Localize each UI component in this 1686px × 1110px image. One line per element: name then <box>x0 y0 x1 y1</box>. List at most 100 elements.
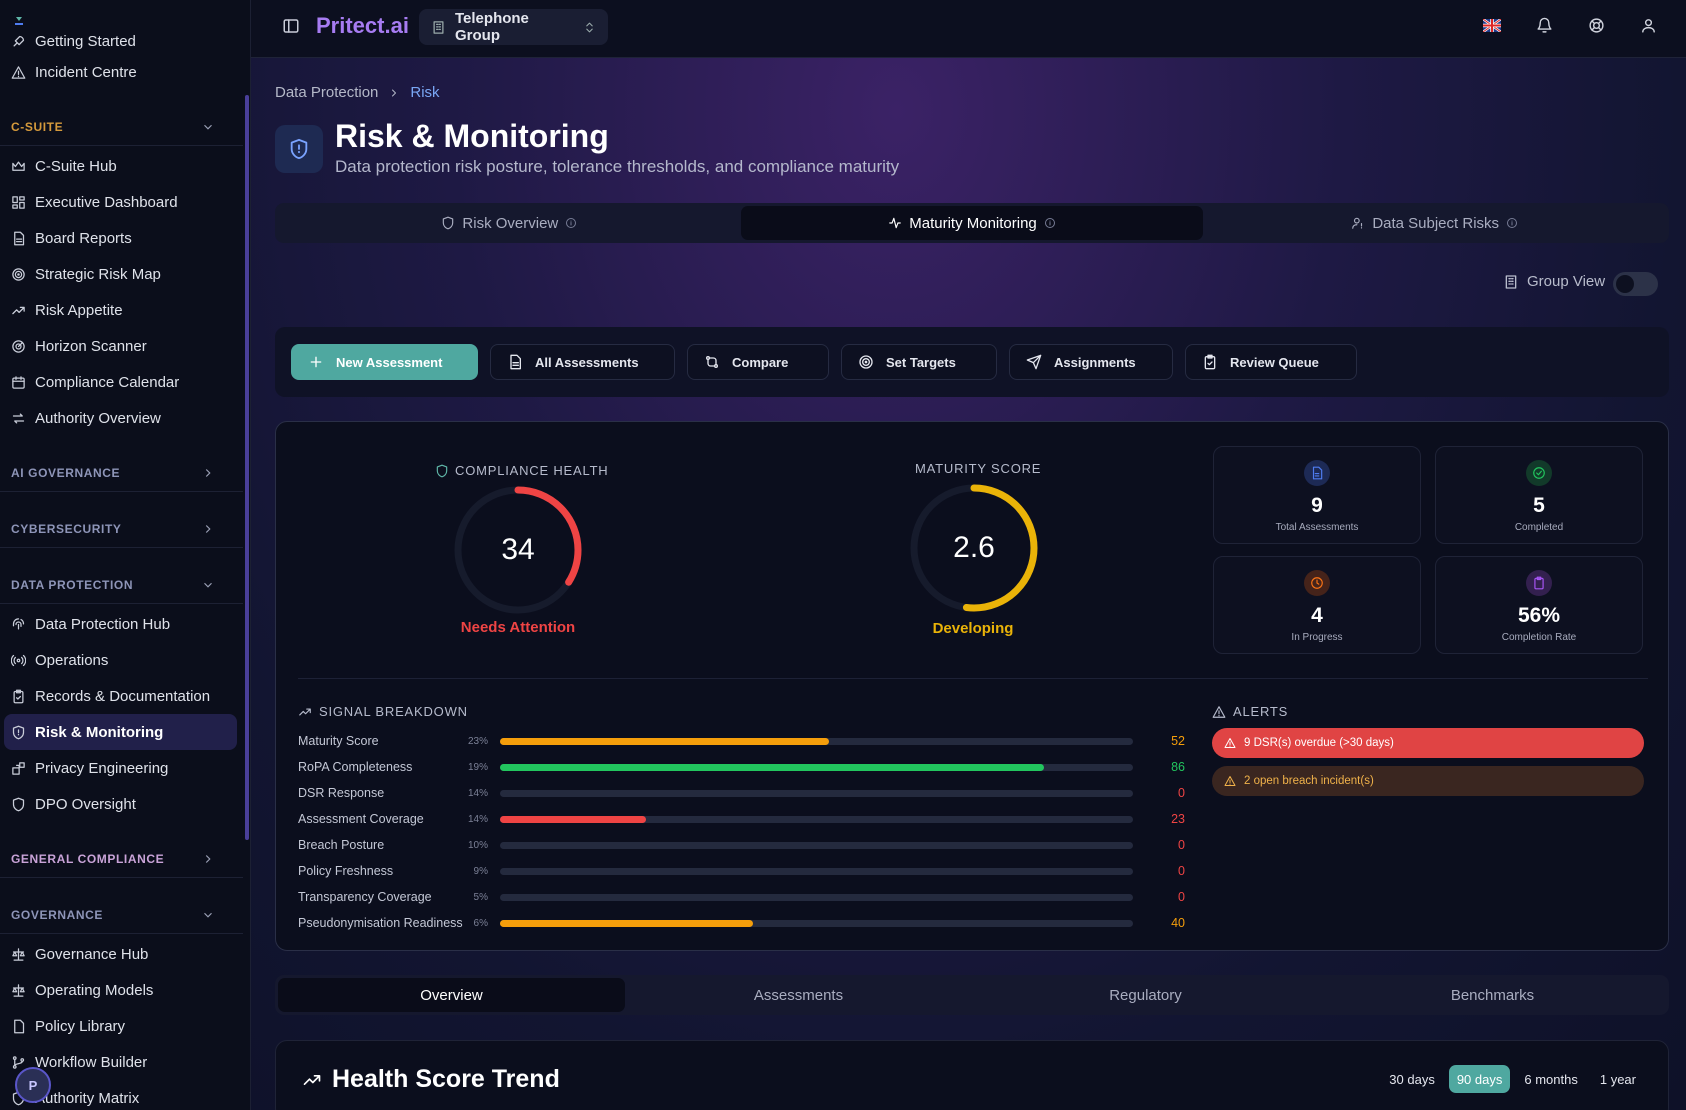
range-90-days[interactable]: 90 days <box>1448 1065 1511 1093</box>
all-assessments-button[interactable]: All Assessments <box>490 344 675 380</box>
sidebar-section-governance[interactable]: GOVERNANCE <box>0 878 243 934</box>
tab-data-subject-risks[interactable]: Data Subject Risks <box>1203 206 1666 240</box>
sidebar-item-governance-hub[interactable]: Governance Hub <box>0 936 243 972</box>
range-30-days[interactable]: 30 days <box>1389 1071 1435 1087</box>
sidebar-item-privacy-engineering[interactable]: Privacy Engineering <box>0 750 243 786</box>
sidebar-item-risk-appetite[interactable]: Risk Appetite <box>0 292 243 328</box>
help-buoy-icon[interactable] <box>1588 17 1605 34</box>
alert-critical[interactable]: 9 DSR(s) overdue (>30 days) <box>1212 728 1644 758</box>
blocks-icon <box>12 761 25 775</box>
assignments-button[interactable]: Assignments <box>1009 344 1173 380</box>
signal-value: 0 <box>1178 890 1185 904</box>
subtab-assessments[interactable]: Assessments <box>753 986 844 1004</box>
gauge-ring <box>454 486 582 614</box>
gauge-label-text: MATURITY SCORE <box>915 461 1042 476</box>
health-score-trend-card: Health Score Trend 30 days 90 days 6 mon… <box>275 1040 1669 1110</box>
stat-label: Completed <box>1514 522 1564 533</box>
sidebar-item-board-reports[interactable]: Board Reports <box>0 220 243 256</box>
compare-button[interactable]: Compare <box>687 344 829 380</box>
subtab-overview[interactable]: Overview <box>278 978 625 1012</box>
sidebar-item-strategic-risk-map[interactable]: Strategic Risk Map <box>0 256 243 292</box>
sidebar-item-horizon-scanner[interactable]: Horizon Scanner <box>0 328 243 364</box>
section-label: GENERAL COMPLIANCE <box>11 851 165 866</box>
sidebar-item-policy-library[interactable]: Policy Library <box>0 1008 243 1044</box>
shield-icon <box>436 464 448 477</box>
breadcrumb-parent[interactable]: Data Protection <box>275 84 379 101</box>
sidebar-item-label: DPO Oversight <box>35 795 136 813</box>
review-queue-button[interactable]: Review Queue <box>1185 344 1357 380</box>
file-icon <box>1312 466 1323 480</box>
org-selector[interactable]: Telephone Group <box>419 9 608 45</box>
info-icon[interactable] <box>1044 217 1056 229</box>
sidebar-item-authority-overview[interactable]: Authority Overview <box>0 400 243 436</box>
sidebar-scrollbar[interactable] <box>245 95 249 840</box>
signal-value: 86 <box>1171 760 1185 774</box>
sidebar-item-csuite-hub[interactable]: C-Suite Hub <box>0 148 243 184</box>
sidebar-item-incident-centre[interactable]: Incident Centre <box>0 54 243 90</box>
sidebar-item-label: Horizon Scanner <box>35 337 147 355</box>
sidebar-item-operating-models[interactable]: Operating Models <box>0 972 243 1008</box>
signal-row: Breach Posture 10% 0 <box>298 832 1203 858</box>
range-1-year[interactable]: 1 year <box>1599 1071 1636 1087</box>
subtab-benchmarks[interactable]: Benchmarks <box>1450 986 1535 1004</box>
rocket-icon <box>13 35 25 46</box>
sidebar-item-executive-dashboard[interactable]: Executive Dashboard <box>0 184 243 220</box>
sidebar-section-ai-governance[interactable]: AI GOVERNANCE <box>0 436 243 492</box>
sub-tabs: Overview Assessments Regulatory Benchmar… <box>275 975 1669 1015</box>
info-icon[interactable] <box>1506 217 1518 229</box>
sidebar-section-general-compliance[interactable]: GENERAL COMPLIANCE <box>0 822 243 878</box>
tab-risk-overview[interactable]: Risk Overview <box>278 206 741 240</box>
user-icon[interactable] <box>1640 17 1657 34</box>
sidebar-item-data-protection-hub[interactable]: Data Protection Hub <box>0 606 243 642</box>
uk-flag-icon[interactable] <box>1483 19 1501 32</box>
range-6-months[interactable]: 6 months <box>1524 1071 1578 1087</box>
sidebar-item-getting-started[interactable]: Getting Started <box>0 28 243 54</box>
sidebar-item-compliance-calendar[interactable]: Compliance Calendar <box>0 364 243 400</box>
subtab-regulatory[interactable]: Regulatory <box>1109 986 1182 1004</box>
sidebar-section-data-protection[interactable]: DATA PROTECTION <box>0 548 243 604</box>
group-view-label: Group View <box>1503 273 1605 290</box>
alert-triangle-icon <box>11 65 26 79</box>
maturity-summary-card: COMPLIANCE HEALTH 34 Needs Attention MAT… <box>275 421 1669 951</box>
section-label: C-SUITE <box>11 119 64 134</box>
sidebar-item-records-documentation[interactable]: Records & Documentation <box>0 678 243 714</box>
signal-bar-track <box>500 919 1133 927</box>
trend-title: Health Score Trend <box>332 1065 560 1093</box>
gauge-ring <box>910 484 1038 612</box>
sidebar-section-csuite[interactable]: C-SUITE <box>0 90 243 146</box>
sidebar-item-label: Policy Library <box>35 1017 126 1035</box>
avatar[interactable]: P <box>15 1067 51 1103</box>
button-label: Review Queue <box>1230 354 1319 370</box>
chevron-right-icon <box>205 854 211 863</box>
sidebar-item-label: Authority Overview <box>35 409 161 427</box>
stat-completion-rate: 56% Completion Rate <box>1435 556 1643 654</box>
new-assessment-button[interactable]: New Assessment <box>291 344 478 380</box>
signal-value: 0 <box>1178 864 1185 878</box>
signal-row: Transparency Coverage 5% 0 <box>298 884 1203 910</box>
signal-weight: 10% <box>468 839 489 851</box>
group-view-toggle[interactable] <box>1613 272 1658 296</box>
sidebar-item-operations[interactable]: Operations <box>0 642 243 678</box>
sidebar-item-label: Executive Dashboard <box>35 193 178 211</box>
sidebar-item-workflow-builder[interactable]: Workflow Builder <box>0 1044 243 1080</box>
sidebar-item-dpo-oversight[interactable]: DPO Oversight <box>0 786 243 822</box>
breadcrumb-current[interactable]: Risk <box>410 84 440 101</box>
sidebar-item-label: Board Reports <box>35 229 132 247</box>
brand-name[interactable]: Pritect.ai <box>316 13 409 38</box>
signal-bar-track <box>500 815 1133 823</box>
sidebar-section-cybersecurity[interactable]: CYBERSECURITY <box>0 492 243 548</box>
maturity-score-label: MATURITY SCORE <box>915 461 1041 476</box>
alert-warning[interactable]: 2 open breach incident(s) <box>1212 766 1644 796</box>
sidebar-item-risk-monitoring[interactable]: Risk & Monitoring <box>4 714 237 750</box>
trend-range-selector: 30 days 90 days 6 months 1 year <box>1381 1065 1644 1093</box>
bell-icon[interactable] <box>1536 17 1553 34</box>
button-label: Compare <box>732 354 789 370</box>
trending-up-icon <box>299 708 311 715</box>
set-targets-button[interactable]: Set Targets <box>841 344 997 380</box>
button-label: Assignments <box>1054 354 1136 370</box>
tab-maturity-monitoring[interactable]: Maturity Monitoring <box>740 206 1204 240</box>
info-icon[interactable] <box>565 217 577 229</box>
signal-breakdown-heading: SIGNAL BREAKDOWN <box>298 704 468 719</box>
sidebar-toggle-icon[interactable] <box>282 17 300 35</box>
stat-icon-wrap <box>1304 460 1330 486</box>
